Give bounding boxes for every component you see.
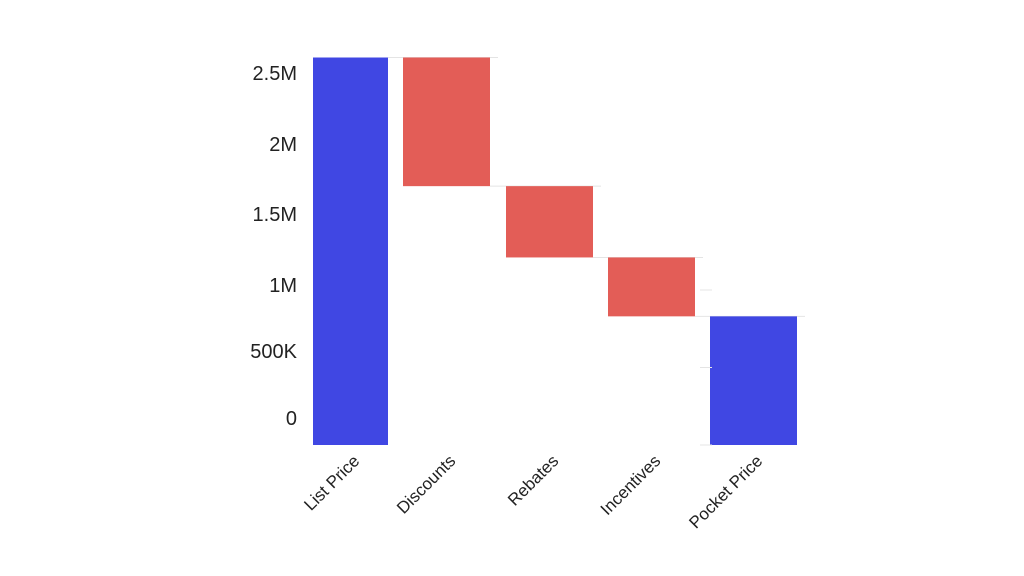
x-tick-label: Pocket Price — [685, 451, 766, 532]
y-tick-label: 2.5M — [253, 63, 297, 85]
bar-discounts — [403, 57, 490, 187]
x-tick-label: Incentives — [597, 451, 665, 519]
y-tick-label: 1.5M — [253, 204, 297, 226]
x-tick-label: Rebates — [504, 451, 562, 509]
x-tick-label: Discounts — [393, 451, 459, 517]
y-tick-label: 1M — [269, 275, 297, 297]
y-tick-label: 0 — [286, 408, 297, 430]
x-tick-label: List Price — [300, 451, 363, 514]
bar-incentives — [608, 257, 695, 317]
bar-pocket-price — [710, 316, 797, 445]
bar-rebates — [506, 186, 593, 258]
y-tick-label: 500K — [250, 341, 297, 363]
bar-list-price — [313, 57, 388, 445]
y-tick-label: 2M — [269, 134, 297, 156]
